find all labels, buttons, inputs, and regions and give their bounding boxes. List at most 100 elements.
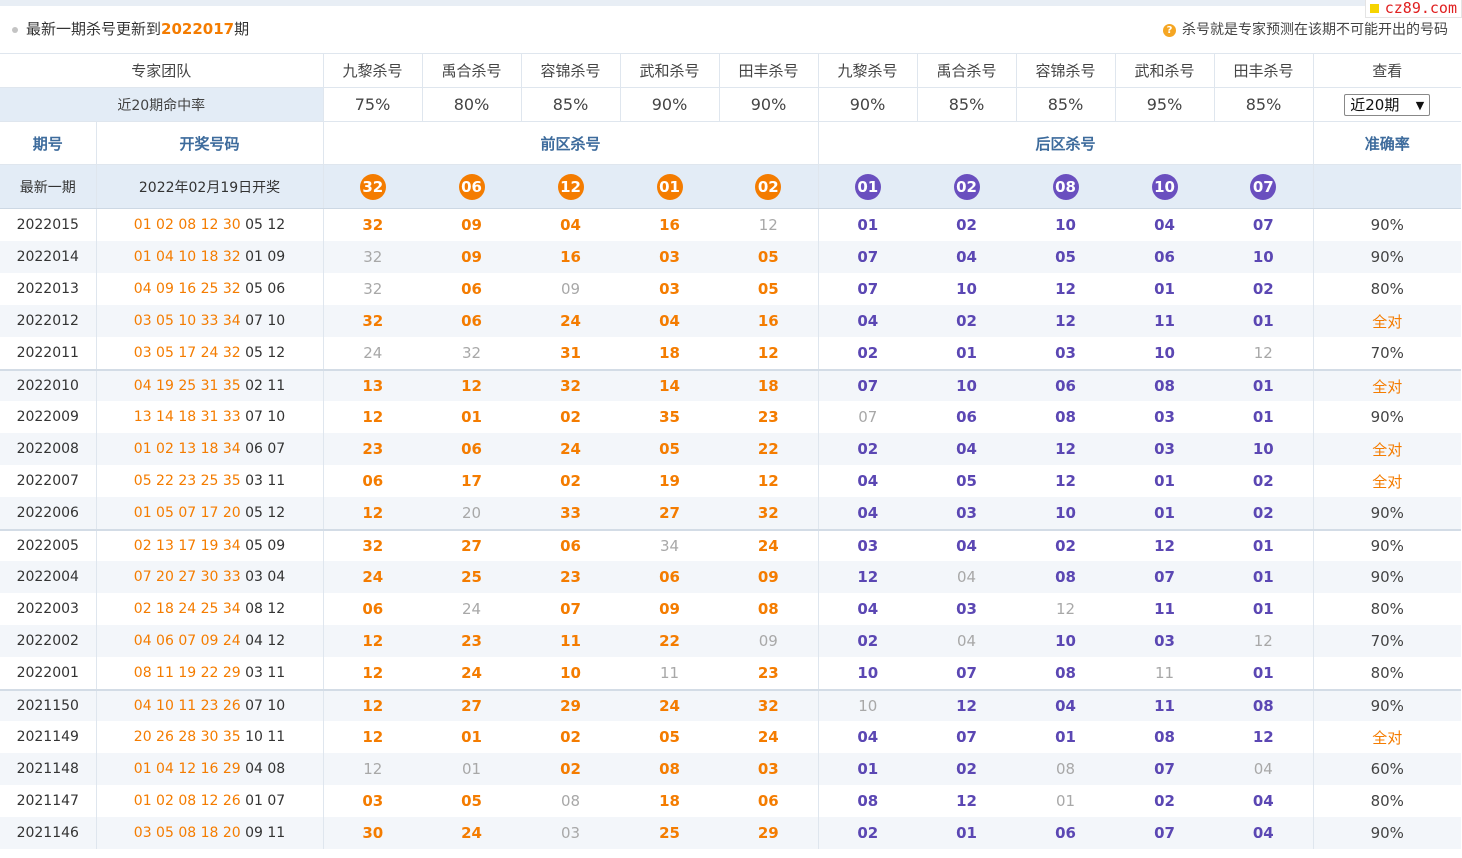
back-kill-number: 10 [1016,625,1116,657]
front-kill-number: 03 [521,817,621,849]
front-kill-number: 24 [422,817,522,849]
back-kill-number: 01 [1214,657,1314,690]
back-kill-number: 07 [1214,208,1314,241]
issue-number: 2022014 [0,241,97,273]
back-kill-number: 08 [1016,561,1116,593]
history-row: 2021148 01 04 12 16 29 04 08 12 01 02 08 03 01 0… [0,753,1462,785]
question-icon[interactable]: ? [1163,23,1176,37]
back-kill-number: 07 [858,408,878,426]
issue-number: 2022002 [0,625,97,657]
view-label: 查看 [1312,53,1462,88]
accuracy-value: 90% [1313,529,1462,561]
accuracy-value: 70% [1370,344,1404,362]
title-prefix: 最新一期杀号更新到 [26,20,162,38]
period-select-cell: 近20期 ▼ [1312,87,1462,122]
back-kill-number: 02 [1214,497,1314,530]
hit-rate: 85% [1213,87,1314,122]
accuracy-value: 90% [1313,241,1462,273]
back-kill-number: 01 [818,753,918,785]
back-kill-number: 07 [1115,817,1215,849]
back-kill-header: 后区杀号 [818,121,1314,165]
accuracy-value: 90% [1313,817,1462,849]
draw-back-numbers: 05 09 [245,538,286,554]
front-kill-number: 01 [461,408,482,426]
issue-number: 2022012 [0,305,97,337]
draw-back-numbers: 04 08 [245,761,286,777]
front-kill-number: 12 [422,369,522,401]
front-kill-number: 05 [461,792,482,810]
front-kill-number: 06 [620,561,720,593]
issue-number: 2022006 [0,497,97,530]
front-kill-number: 09 [560,280,581,298]
front-kill-number: 29 [719,817,819,849]
front-kill-number: 09 [422,241,522,273]
front-kill-number: 12 [719,208,819,241]
front-kill-number: 31 [560,344,581,362]
history-row: 2022011 03 05 17 24 32 05 12 24 32 31 18 12 02 0… [0,337,1461,370]
issue-number: 2022008 [0,433,97,465]
back-kill-number: 01 [1154,472,1175,490]
back-kill-number: 12 [1115,529,1215,561]
section-header-row: 期号 开奖号码 前区杀号 后区杀号 准确率 [0,121,1462,165]
draw-numbers: 05 22 23 25 35 03 11 [96,465,324,497]
back-kill-ball: 08 [1052,173,1079,200]
back-kill-number: 11 [1154,664,1175,682]
front-kill-number: 30 [323,817,423,849]
back-kill-number: 04 [857,600,879,618]
back-kill-number: 03 [956,600,977,618]
back-kill-number: 12 [818,561,918,593]
front-kill-number: 01 [422,753,522,785]
back-kill-number: 04 [818,497,918,530]
expert-name: 田丰杀号 [718,53,819,88]
draw-back-numbers: 03 04 [245,569,286,585]
back-kill-number: 01 [917,817,1017,849]
draw-numbers: 20 26 28 30 35 10 11 [96,721,324,753]
front-kill-number: 12 [323,497,423,530]
front-kill-ball: 02 [755,173,782,200]
back-kill-number: 04 [1016,689,1116,721]
back-kill-number: 02 [956,216,977,234]
back-kill-number: 12 [1055,280,1076,298]
kill-number-table: 专家团队 九黎杀号 禹合杀号 容锦杀号 武和杀号 田丰杀号 九黎杀号 禹合杀号 … [0,53,1462,849]
back-kill-number: 01 [956,344,977,362]
front-kill-number: 24 [521,305,621,337]
history-row: 2022007 05 22 23 25 35 03 11 06 17 02 19 12 04 0… [0,465,1461,497]
draw-back-numbers: 03 11 [245,473,286,489]
draw-back-numbers: 08 12 [245,601,286,617]
back-kill-number: 06 [1016,369,1116,401]
back-kill-number: 08 [1115,369,1215,401]
period-select[interactable]: 近20期 ▼ [1344,93,1431,116]
back-kill-ball: 07 [1250,173,1277,200]
issue-number: 2021148 [0,753,97,785]
front-kill-number: 27 [620,497,720,530]
site-logo[interactable]: cz89.com [1365,0,1462,18]
history-row: 2022006 01 05 07 17 20 05 12 12 20 33 27 32 04 0… [0,497,1462,530]
front-kill-number: 22 [620,625,720,657]
back-kill-number: 01 [1214,561,1314,593]
back-kill-number: 03 [917,497,1017,530]
front-kill-number: 09 [719,625,819,657]
draw-front-numbers: 07 20 27 30 33 [133,569,241,585]
front-kill-number: 32 [323,305,423,337]
hit-rate: 95% [1114,87,1215,122]
front-kill-number: 13 [323,369,423,401]
draw-numbers: 04 09 16 25 32 05 06 [96,273,324,305]
page-header: 最新一期杀号更新到2022017期 ? 杀号就是专家预测在该期不可能开出的号码 [0,6,1462,53]
back-kill-number: 12 [1055,600,1076,618]
draw-numbers: 01 02 08 12 26 01 07 [96,785,324,817]
history-row: 2022009 13 14 18 31 33 07 10 12 01 02 35 23 07 0… [0,401,1461,433]
expert-name: 禹合杀号 [421,53,522,88]
back-kill-number: 02 [1154,792,1175,810]
draw-back-numbers: 05 12 [245,505,286,521]
history-row: 2022010 04 19 25 31 35 02 11 13 12 32 14 18 07 1… [0,369,1462,401]
accuracy-value: 全对 [1313,369,1462,401]
draw-numbers: 01 04 12 16 29 04 08 [96,753,324,785]
title-suffix: 期 [234,20,250,38]
front-kill-number: 24 [719,529,819,561]
draw-back-numbers: 07 10 [245,313,286,329]
front-kill-number: 12 [323,753,423,785]
latest-back-cell: 08 [1016,164,1116,209]
front-kill-number: 34 [620,529,720,561]
front-kill-ball: 06 [458,173,485,200]
draw-numbers: 13 14 18 31 33 07 10 [96,401,324,433]
